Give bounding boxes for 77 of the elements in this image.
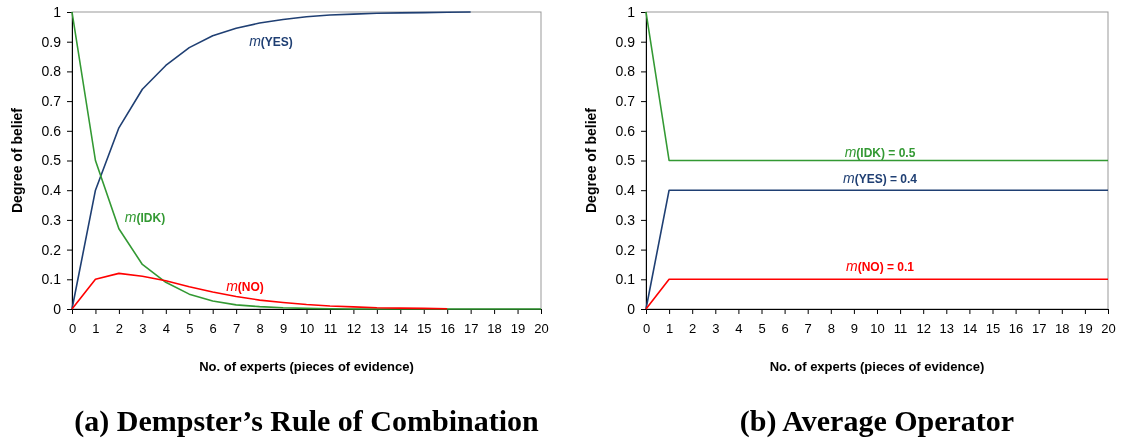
series-label: m(NO) <box>226 278 264 294</box>
x-tick-label: 1 <box>665 321 674 337</box>
x-tick-label: 11 <box>893 321 908 337</box>
x-tick-label: 3 <box>139 321 147 337</box>
x-tick-label: 9 <box>279 321 288 337</box>
y-tick-label: 0.2 <box>41 241 62 258</box>
x-tick-label: 12 <box>346 321 362 337</box>
x-axis-title: No. of experts (pieces of evidence) <box>199 359 414 374</box>
series-label: m(NO) = 0.1 <box>845 258 915 274</box>
x-tick-label: 19 <box>1078 321 1093 337</box>
x-tick-label: 13 <box>939 321 955 337</box>
y-tick-label: 0.1 <box>615 271 636 288</box>
x-tick-label: 5 <box>758 321 766 337</box>
x-tick-label: 19 <box>510 321 526 337</box>
y-tick-label: 0.2 <box>615 241 636 258</box>
y-tick-label: 0.9 <box>615 33 636 50</box>
x-tick-label: 17 <box>463 321 479 337</box>
x-tick-label: 16 <box>1008 321 1024 337</box>
y-tick-label: 0.6 <box>615 122 636 139</box>
x-axis-title: No. of experts (pieces of evidence) <box>769 359 985 374</box>
x-tick-label: 18 <box>1055 321 1070 337</box>
x-tick-label: 2 <box>689 321 697 337</box>
x-tick-label: 11 <box>323 321 338 337</box>
x-tick-label: 10 <box>870 321 885 337</box>
x-tick-label: 18 <box>487 321 502 337</box>
x-tick-label: 5 <box>186 321 194 337</box>
y-tick-label: 0.4 <box>41 182 62 199</box>
x-tick-label: 0 <box>642 321 651 337</box>
x-tick-label: 4 <box>162 321 170 337</box>
x-tick-label: 7 <box>804 321 812 337</box>
y-tick-label: 0 <box>53 300 62 317</box>
y-tick-label: 0.4 <box>615 182 636 199</box>
x-tick-label: 6 <box>209 321 217 337</box>
series-label: m(IDK) <box>124 209 166 225</box>
y-tick-label: 0.3 <box>41 211 62 228</box>
x-tick-label: 10 <box>299 321 315 337</box>
x-tick-label: 13 <box>370 321 385 337</box>
x-tick-label: 15 <box>417 321 432 337</box>
x-tick-label: 0 <box>68 321 77 337</box>
x-tick-label: 9 <box>850 321 859 337</box>
x-tick-label: 14 <box>393 321 409 337</box>
text: (b) Average Operator <box>739 404 1015 438</box>
series-label: m(YES) = 0.4 <box>842 170 918 186</box>
x-tick-label: 6 <box>781 321 789 337</box>
x-tick-label: 15 <box>985 321 1001 337</box>
y-axis-title: Degree of belief <box>9 107 25 214</box>
y-tick-label: 1 <box>627 3 636 20</box>
x-tick-label: 8 <box>827 321 835 337</box>
x-tick-label: 20 <box>1101 321 1116 337</box>
y-tick-label: 0.5 <box>41 152 62 169</box>
x-tick-label: 14 <box>962 321 978 337</box>
x-tick-label: 12 <box>916 321 931 337</box>
x-tick-label: 16 <box>440 321 455 337</box>
x-tick-label: 20 <box>534 321 549 337</box>
y-tick-label: 0.9 <box>41 33 62 50</box>
y-tick-label: 0.7 <box>41 93 62 110</box>
x-tick-label: 2 <box>115 321 124 337</box>
y-tick-label: 0.7 <box>615 93 636 110</box>
y-axis-title: Degree of belief <box>583 107 599 214</box>
x-tick-label: 1 <box>92 321 100 337</box>
text: (a) Dempster’s Rule of Combination <box>74 404 539 438</box>
y-tick-label: 0.8 <box>615 63 636 80</box>
y-tick-label: 0.1 <box>41 271 62 288</box>
y-tick-label: 1 <box>53 3 62 20</box>
x-tick-label: 8 <box>256 321 264 337</box>
y-tick-label: 0 <box>627 300 636 317</box>
x-tick-label: 3 <box>712 321 720 337</box>
x-tick-label: 4 <box>735 321 743 337</box>
y-tick-label: 0.3 <box>615 211 636 228</box>
y-tick-label: 0.5 <box>615 152 636 169</box>
y-tick-label: 0.8 <box>41 63 62 80</box>
series-label: m(IDK) = 0.5 <box>844 144 916 160</box>
y-tick-label: 0.6 <box>41 122 62 139</box>
x-tick-label: 7 <box>233 321 241 337</box>
line-series <box>71 272 448 310</box>
series-label: m(YES) <box>249 33 293 49</box>
x-tick-label: 17 <box>1031 321 1047 337</box>
